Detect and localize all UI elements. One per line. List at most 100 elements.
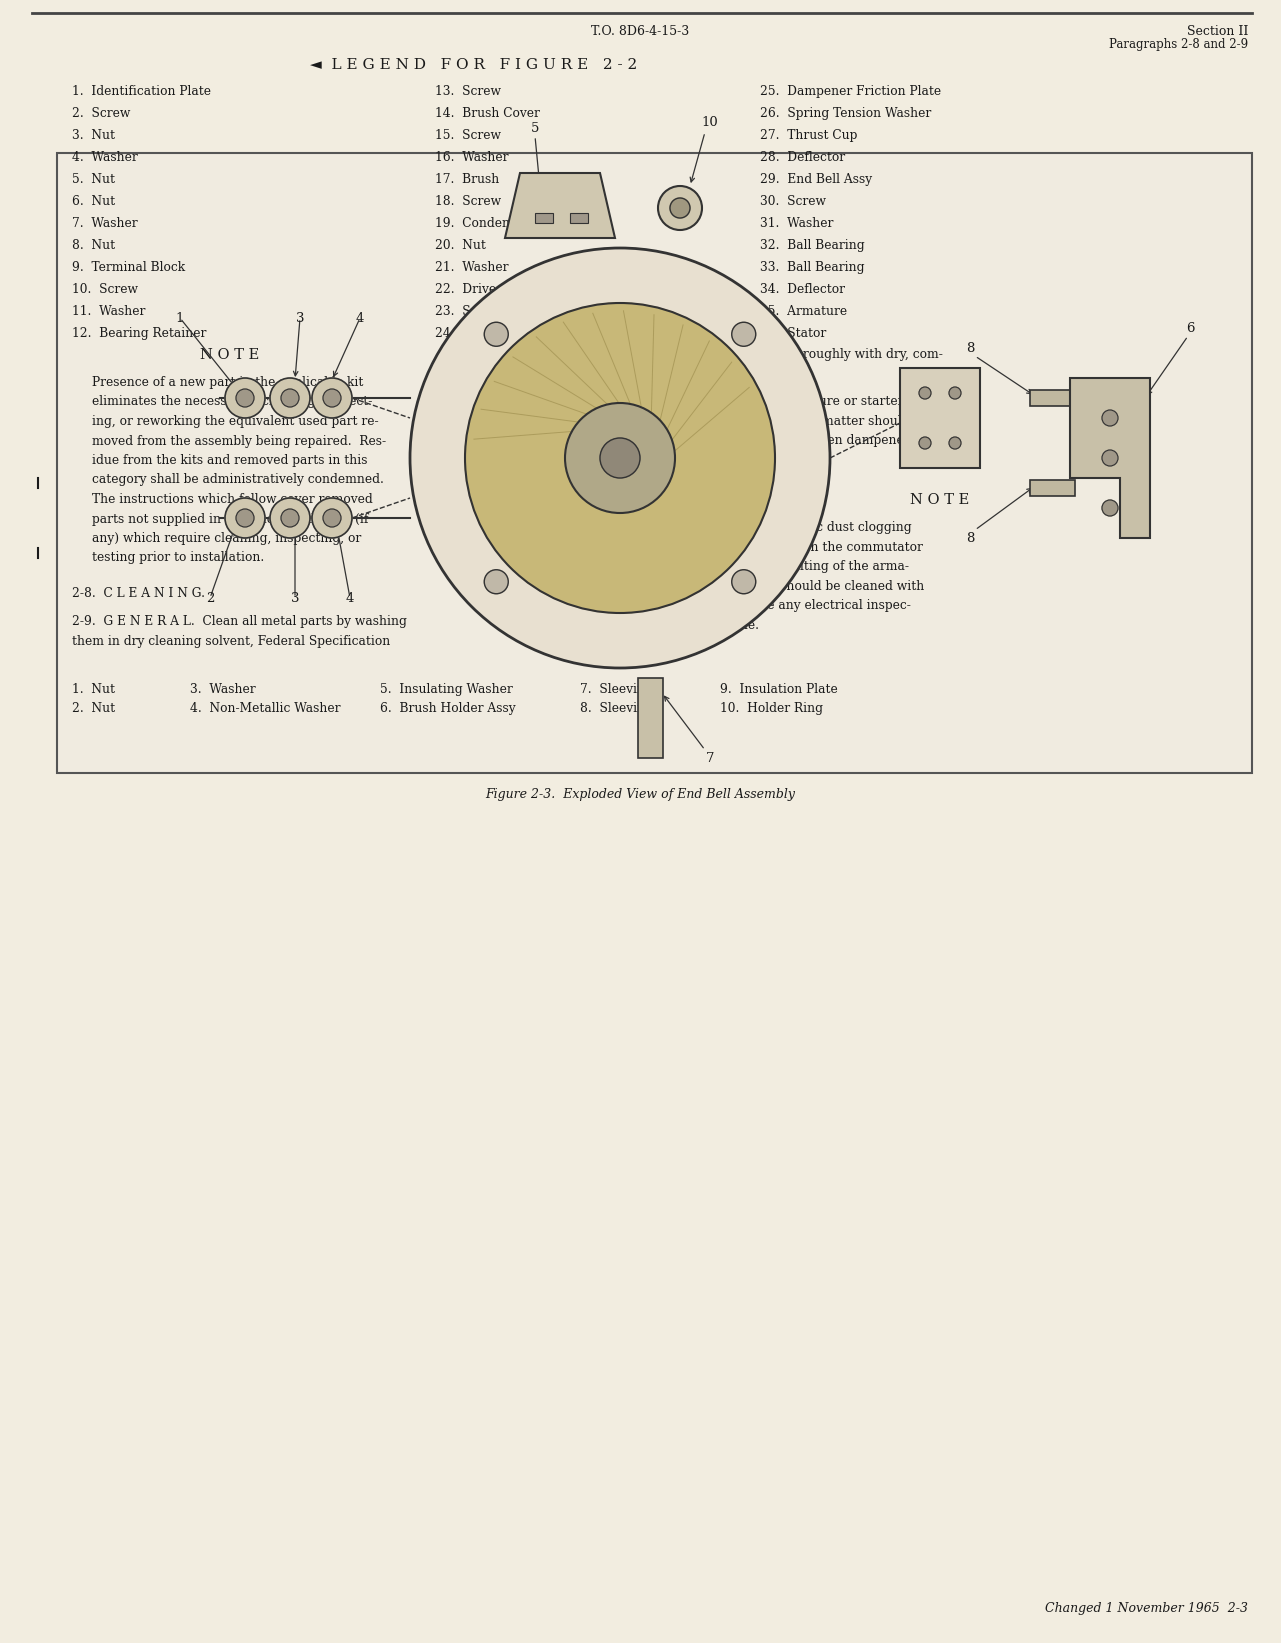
Text: 35.  Armature: 35. Armature: [760, 306, 847, 319]
Text: 28.  Deflector: 28. Deflector: [760, 151, 845, 164]
Circle shape: [281, 389, 298, 407]
Text: 5.  Insulating Washer: 5. Insulating Washer: [380, 683, 512, 697]
Circle shape: [484, 570, 509, 593]
Text: 17.  Brush: 17. Brush: [436, 173, 500, 186]
Text: 31.  Washer: 31. Washer: [760, 217, 834, 230]
Bar: [1030, 480, 1075, 496]
Text: 1: 1: [175, 312, 184, 325]
Bar: [56, 153, 1252, 772]
Text: tion testing is done.: tion testing is done.: [635, 618, 760, 631]
Text: 2-8.  C L E A N I N G.: 2-8. C L E A N I N G.: [72, 587, 205, 600]
Text: 21.  Washer: 21. Washer: [436, 261, 509, 274]
Text: parts not supplied in kits and kitted parts (if: parts not supplied in kits and kitted pa…: [92, 513, 369, 526]
Text: 9.  Insulation Plate: 9. Insulation Plate: [720, 683, 838, 697]
Text: 27.  Thrust Cup: 27. Thrust Cup: [760, 130, 857, 141]
Text: 6.  Brush Holder Assy: 6. Brush Holder Assy: [380, 702, 516, 715]
Circle shape: [658, 186, 702, 230]
Text: the undercut spaces between the commutator: the undercut spaces between the commutat…: [635, 541, 922, 554]
Text: 9.  Terminal Block: 9. Terminal Block: [72, 261, 186, 274]
Text: any) which require cleaning, inspecting, or: any) which require cleaning, inspecting,…: [92, 532, 361, 545]
Text: 3: 3: [291, 591, 300, 605]
Text: testing prior to installation.: testing prior to installation.: [92, 552, 264, 565]
Circle shape: [236, 389, 254, 407]
Text: 7.  Sleeving: 7. Sleeving: [580, 683, 653, 697]
Text: pressed air.: pressed air.: [635, 368, 707, 381]
Circle shape: [465, 302, 775, 613]
Text: 2-9.  G E N E R A L.  Clean all metal parts by washing: 2-9. G E N E R A L. Clean all metal part…: [72, 614, 407, 628]
Circle shape: [484, 322, 509, 347]
Text: 29.  End Bell Assy: 29. End Bell Assy: [760, 173, 872, 186]
Text: Changed 1 November 1965  2-3: Changed 1 November 1965 2-3: [1045, 1602, 1248, 1615]
Circle shape: [1102, 499, 1118, 516]
Text: 10.  Holder Ring: 10. Holder Ring: [720, 702, 822, 715]
Text: T.O. 8D6-4-15-3: T.O. 8D6-4-15-3: [591, 25, 689, 38]
Text: 5: 5: [530, 122, 539, 135]
Text: 19.  Condenser: 19. Condenser: [436, 217, 529, 230]
Text: 24.  Flat Washer: 24. Flat Washer: [436, 327, 537, 340]
Bar: [570, 214, 588, 223]
Circle shape: [410, 248, 830, 669]
Text: 7: 7: [706, 751, 715, 764]
Text: Section II: Section II: [1186, 25, 1248, 38]
Text: 11.  Washer: 11. Washer: [72, 306, 145, 319]
Circle shape: [270, 498, 310, 537]
Circle shape: [0, 158, 47, 219]
Text: 33.  Ball Bearing: 33. Ball Bearing: [760, 261, 865, 274]
Text: 4.  Washer: 4. Washer: [72, 151, 138, 164]
Circle shape: [1102, 411, 1118, 426]
Text: ◄  L E G E N D   F O R   F I G U R E   2 - 2: ◄ L E G E N D F O R F I G U R E 2 - 2: [310, 58, 637, 72]
Text: 6: 6: [1186, 322, 1194, 335]
Circle shape: [323, 509, 341, 527]
Text: 1.  Identification Plate: 1. Identification Plate: [72, 85, 211, 99]
Text: moved from the assembly being repaired.  Res-: moved from the assembly being repaired. …: [92, 434, 386, 447]
Circle shape: [949, 437, 961, 449]
Text: Particles of carbon or metallic dust clogging: Particles of carbon or metallic dust clo…: [635, 521, 912, 534]
Text: Paragraphs 2-8 and 2-9: Paragraphs 2-8 and 2-9: [1109, 38, 1248, 51]
Circle shape: [600, 439, 640, 478]
Text: 10: 10: [702, 117, 719, 130]
Text: ture.  The commutator should be cleaned with: ture. The commutator should be cleaned w…: [635, 580, 925, 593]
Circle shape: [225, 498, 265, 537]
Text: 26.  Spring Tension Washer: 26. Spring Tension Washer: [760, 107, 931, 120]
Text: 23.  Special Lock Nut: 23. Special Lock Nut: [436, 306, 569, 319]
Text: 2.  Screw: 2. Screw: [72, 107, 131, 120]
Text: eliminates the necessity of cleaning, inspect-: eliminates the necessity of cleaning, in…: [92, 396, 373, 409]
Circle shape: [731, 322, 756, 347]
Text: ing, or reworking the equivalent used part re-: ing, or reworking the equivalent used pa…: [92, 416, 379, 427]
Text: 4: 4: [346, 591, 354, 605]
Text: them in dry cleaning solvent, Federal Specification: them in dry cleaning solvent, Federal Sp…: [72, 634, 391, 647]
Bar: [901, 368, 980, 468]
Text: 8.  Nut: 8. Nut: [72, 238, 115, 251]
Text: 8.  Sleeving: 8. Sleeving: [580, 702, 653, 715]
Text: 7.  Washer: 7. Washer: [72, 217, 137, 230]
Text: 30.  Screw: 30. Screw: [760, 196, 826, 209]
Circle shape: [918, 437, 931, 449]
Circle shape: [565, 403, 675, 513]
Text: N O T E: N O T E: [200, 348, 260, 361]
Text: moved with a cloth that has been dampened with the: moved with a cloth that has been dampene…: [635, 434, 967, 447]
Bar: [638, 679, 664, 757]
Text: 5.  Nut: 5. Nut: [72, 173, 115, 186]
Text: 3: 3: [296, 312, 305, 325]
Text: 3.  Washer: 3. Washer: [190, 683, 256, 697]
Circle shape: [918, 388, 931, 399]
Text: 18.  Screw: 18. Screw: [436, 196, 501, 209]
Circle shape: [949, 388, 961, 399]
Circle shape: [0, 439, 47, 498]
Text: 16.  Washer: 16. Washer: [436, 151, 509, 164]
Polygon shape: [1070, 378, 1150, 537]
Circle shape: [236, 509, 254, 527]
Bar: [535, 214, 553, 223]
Text: 4.  Non-Metallic Washer: 4. Non-Metallic Washer: [190, 702, 341, 715]
Text: a.  Do not immerse the armature or starter-genera-: a. Do not immerse the armature or starte…: [635, 394, 956, 407]
Circle shape: [270, 378, 310, 417]
Text: 1.  Nut: 1. Nut: [72, 683, 115, 697]
Text: 3.  Nut: 3. Nut: [72, 130, 115, 141]
Bar: [1030, 389, 1075, 406]
Text: 34.  Deflector: 34. Deflector: [760, 283, 845, 296]
Text: 2.  Nut: 2. Nut: [72, 702, 115, 715]
Text: 2: 2: [206, 591, 214, 605]
Text: tor stator in solvent.  Foreign matter should be re-: tor stator in solvent. Foreign matter sh…: [635, 414, 949, 427]
Text: 4: 4: [356, 312, 364, 325]
Text: cleaning solvent.: cleaning solvent.: [635, 453, 740, 467]
